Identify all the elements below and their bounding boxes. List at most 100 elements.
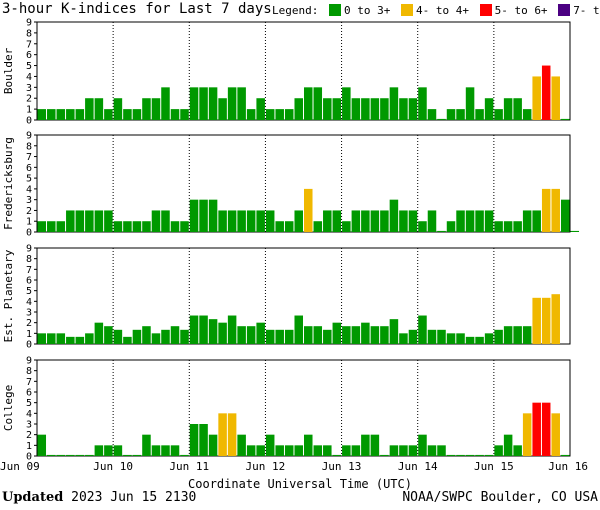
bar xyxy=(389,199,399,232)
bar xyxy=(418,434,427,456)
bar xyxy=(151,333,161,344)
panel-frame xyxy=(36,359,571,457)
bar xyxy=(104,210,113,232)
bar xyxy=(465,454,475,456)
bar xyxy=(132,454,142,456)
bar xyxy=(323,98,332,120)
bar xyxy=(275,445,284,456)
bar xyxy=(237,326,246,344)
bar xyxy=(380,326,389,344)
bar xyxy=(284,329,294,344)
bar xyxy=(513,445,522,456)
bar xyxy=(304,87,313,120)
bar xyxy=(218,98,227,120)
bar xyxy=(180,109,189,120)
bar xyxy=(94,322,104,344)
y-tick-label: 5 xyxy=(26,61,32,72)
bar xyxy=(66,109,75,120)
bar xyxy=(437,329,446,344)
bar xyxy=(418,87,427,120)
bar xyxy=(313,445,323,456)
bar xyxy=(541,297,551,344)
x-tick-label: Jun 10 xyxy=(93,460,133,473)
bar xyxy=(151,210,161,232)
bar xyxy=(522,109,532,120)
bar xyxy=(132,329,142,344)
bar xyxy=(522,210,532,232)
bar xyxy=(494,329,503,344)
bar xyxy=(218,322,227,344)
legend-swatch-purple xyxy=(558,4,571,16)
bar xyxy=(227,413,237,456)
bar xyxy=(560,118,570,120)
bar xyxy=(142,98,151,120)
bar xyxy=(47,454,56,456)
bar xyxy=(427,210,437,232)
legend: Legend: 0 to 3+ 4- to 4+ 5- to 6+ 7- to … xyxy=(272,4,600,17)
bar xyxy=(56,333,66,344)
bar xyxy=(475,210,484,232)
bar xyxy=(37,434,47,456)
bar xyxy=(503,434,513,456)
bar xyxy=(170,109,180,120)
bar xyxy=(513,221,522,232)
y-axis-label: Est. Planetary xyxy=(2,249,15,342)
bar xyxy=(465,336,475,344)
bar xyxy=(351,326,361,344)
bar xyxy=(560,199,570,232)
bar xyxy=(256,210,265,232)
bar xyxy=(246,326,256,344)
bar xyxy=(551,188,560,232)
source-credit: NOAA/SWPC Boulder, CO USA xyxy=(402,490,598,505)
bar xyxy=(294,315,303,344)
y-tick-label: 6 xyxy=(26,388,32,399)
bar xyxy=(522,413,532,456)
bar xyxy=(342,445,351,456)
bar xyxy=(284,109,294,120)
x-tick-label: Jun 14 xyxy=(398,460,438,473)
bar xyxy=(560,454,570,456)
y-axis-label: Fredericksburg xyxy=(2,137,15,230)
bar xyxy=(151,98,161,120)
bar xyxy=(265,329,275,344)
bar xyxy=(503,326,513,344)
bar xyxy=(361,98,370,120)
y-tick-label: 5 xyxy=(26,174,32,185)
bar xyxy=(123,221,132,232)
y-tick-label: 0 xyxy=(26,228,32,239)
bar xyxy=(47,109,56,120)
bar xyxy=(332,322,342,344)
bar xyxy=(170,221,180,232)
bar xyxy=(551,413,560,456)
bar xyxy=(456,210,465,232)
y-tick-label: 8 xyxy=(26,141,32,152)
chart-title: 3-hour K-indices for Last 7 days xyxy=(2,1,272,17)
bar xyxy=(75,454,85,456)
bar xyxy=(389,445,399,456)
bar xyxy=(380,210,389,232)
bar xyxy=(313,87,323,120)
bar xyxy=(380,454,389,456)
bar xyxy=(456,109,465,120)
updated-timestamp: Updated 2023 Jun 15 2130 xyxy=(2,490,196,505)
bar xyxy=(199,424,208,456)
bar xyxy=(570,230,580,232)
bar xyxy=(408,445,418,456)
bar xyxy=(180,329,189,344)
bar xyxy=(294,210,303,232)
bar xyxy=(446,109,456,120)
bar xyxy=(484,210,494,232)
panel-frame xyxy=(36,21,571,121)
y-tick-label: 1 xyxy=(26,105,32,116)
bar xyxy=(484,98,494,120)
y-tick-label: 9 xyxy=(26,131,32,142)
bar xyxy=(370,98,380,120)
y-tick-label: 4 xyxy=(26,409,32,420)
y-tick-label: 4 xyxy=(26,297,32,308)
bar xyxy=(104,445,113,456)
bar xyxy=(418,315,427,344)
bar xyxy=(418,221,427,232)
